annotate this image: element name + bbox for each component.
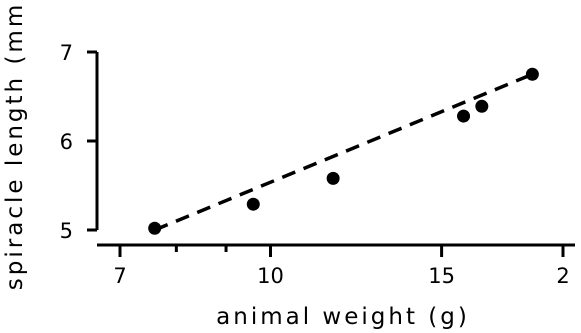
x-ticks: 7 10 15 2 [113,245,570,288]
y-tick-label: 6 [60,130,73,154]
fit-line [154,72,534,232]
x-tick-label: 15 [428,264,455,288]
data-point [457,109,471,123]
data-points [148,67,539,235]
x-axis-title: animal weight (g) [216,304,470,330]
data-point [326,171,340,185]
data-point [246,197,260,211]
y-tick-label: 5 [60,219,73,243]
data-point [475,99,489,113]
y-ticks: 5 6 7 [60,41,97,243]
y-axis-title: spiracle length (mm) [2,0,28,290]
data-point [148,221,162,235]
data-point [525,67,539,81]
x-tick-label: 10 [257,264,284,288]
x-tick-label: 7 [113,264,126,288]
y-tick-label: 7 [60,41,73,65]
plot-area: 5 6 7 7 10 15 2 [60,41,575,288]
x-tick-label: 2 [556,264,569,288]
